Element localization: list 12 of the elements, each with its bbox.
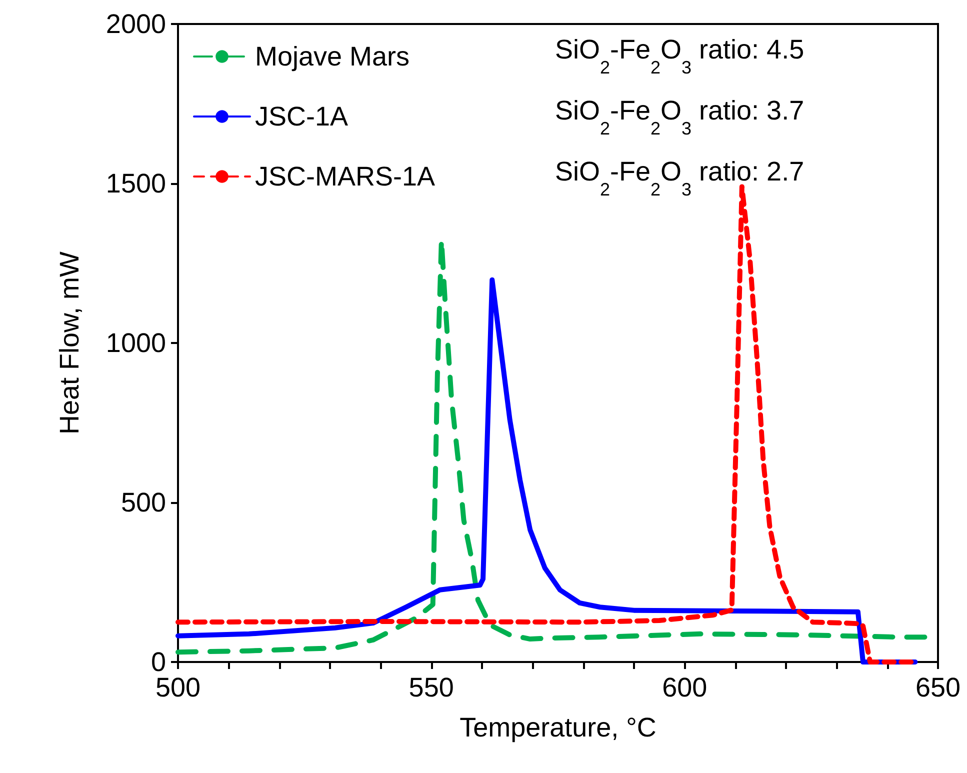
y-tick-label: 1500 [106, 168, 166, 198]
x-tick-label: 550 [408, 672, 454, 702]
y-tick-label: 500 [120, 488, 166, 518]
y-tick-label: 1000 [106, 328, 166, 358]
y-tick-label: 2000 [106, 9, 166, 39]
legend-label: JSC-MARS-1A [255, 162, 436, 192]
legend-label: JSC-1A [255, 102, 348, 132]
x-axis-title: Temperature, °C [460, 712, 656, 742]
x-tick-label: 600 [662, 672, 708, 702]
legend-label: Mojave Mars [255, 42, 410, 72]
y-axis-title: Heat Flow, mW [54, 250, 84, 435]
x-tick-label: 650 [915, 672, 961, 702]
